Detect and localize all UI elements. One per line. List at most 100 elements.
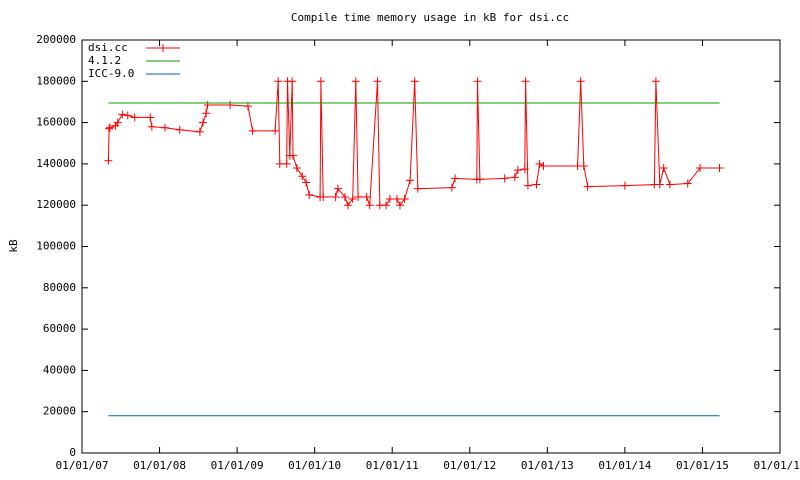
y-tick-label: 140000 xyxy=(36,157,76,170)
y-tick-label: 200000 xyxy=(36,33,76,46)
point-marker xyxy=(665,180,674,189)
point-marker xyxy=(348,195,357,204)
y-tick-label: 100000 xyxy=(36,240,76,253)
point-marker xyxy=(510,173,519,182)
x-tick-label: 01/01/10 xyxy=(288,459,341,472)
point-marker xyxy=(292,164,301,173)
point-marker xyxy=(413,184,422,193)
point-marker xyxy=(333,184,342,193)
point-marker xyxy=(362,192,371,201)
point-marker xyxy=(539,161,548,170)
point-marker xyxy=(298,172,307,181)
y-tick-label: 80000 xyxy=(43,281,76,294)
legend-label: dsi.cc xyxy=(88,41,128,54)
point-marker xyxy=(655,180,664,189)
point-marker xyxy=(316,77,325,86)
point-marker xyxy=(175,125,184,134)
point-marker xyxy=(319,192,328,201)
point-marker xyxy=(203,101,212,110)
point-marker xyxy=(202,109,211,118)
legend-marker xyxy=(159,44,167,52)
chart-title: Compile time memory usage in kB for dsi.… xyxy=(291,11,569,24)
point-marker xyxy=(620,181,629,190)
point-marker xyxy=(305,190,314,199)
point-marker xyxy=(275,159,284,168)
legend-label: ICC-9.0 xyxy=(88,67,134,80)
y-axis-label: kB xyxy=(7,239,20,253)
point-marker xyxy=(288,151,297,160)
point-marker xyxy=(451,174,460,183)
y-tick-label: 60000 xyxy=(43,322,76,335)
x-tick-label: 01/01/07 xyxy=(56,459,109,472)
point-marker xyxy=(248,126,257,135)
point-marker xyxy=(195,127,204,136)
x-tick-label: 01/01/08 xyxy=(133,459,186,472)
point-marker xyxy=(160,123,169,132)
x-tick-label: 01/01/11 xyxy=(366,459,419,472)
point-marker xyxy=(475,175,484,184)
point-marker xyxy=(532,180,541,189)
x-tick-label: 01/01/09 xyxy=(211,459,264,472)
point-marker xyxy=(373,77,382,86)
point-marker xyxy=(447,183,456,192)
point-marker xyxy=(395,201,404,210)
point-marker xyxy=(715,164,724,173)
point-marker xyxy=(576,77,585,86)
point-marker xyxy=(113,118,122,127)
point-marker xyxy=(406,176,415,185)
x-tick-label: 01/01/16 xyxy=(754,459,800,472)
point-marker xyxy=(104,156,113,165)
point-marker xyxy=(382,201,391,210)
y-tick-label: 120000 xyxy=(36,198,76,211)
point-marker xyxy=(288,77,297,86)
point-marker xyxy=(523,181,532,190)
y-tick-label: 40000 xyxy=(43,363,76,376)
point-marker xyxy=(400,195,409,204)
point-marker xyxy=(274,77,283,86)
point-marker xyxy=(340,192,349,201)
point-marker xyxy=(118,110,127,119)
point-marker xyxy=(651,77,660,86)
y-tick-label: 160000 xyxy=(36,116,76,129)
x-tick-label: 01/01/12 xyxy=(443,459,496,472)
point-marker xyxy=(696,164,705,173)
point-marker xyxy=(331,192,340,201)
point-marker xyxy=(473,77,482,86)
point-marker xyxy=(354,192,363,201)
point-marker xyxy=(302,178,311,187)
point-marker xyxy=(351,77,360,86)
x-tick-label: 01/01/14 xyxy=(598,459,651,472)
point-marker xyxy=(198,118,207,127)
point-marker xyxy=(500,174,509,183)
point-marker xyxy=(105,123,114,132)
point-marker xyxy=(513,166,522,175)
point-marker xyxy=(521,77,530,86)
point-marker xyxy=(583,182,592,191)
x-tick-label: 01/01/13 xyxy=(521,459,574,472)
point-marker xyxy=(659,164,668,173)
y-tick-label: 0 xyxy=(69,446,76,459)
point-marker xyxy=(271,126,280,135)
point-marker xyxy=(392,195,401,204)
point-marker xyxy=(146,113,155,122)
point-marker xyxy=(365,201,374,210)
point-marker xyxy=(520,165,529,174)
point-marker xyxy=(105,124,114,133)
point-marker xyxy=(410,77,419,86)
point-marker xyxy=(385,195,394,204)
point-marker xyxy=(282,159,291,168)
y-tick-label: 180000 xyxy=(36,74,76,87)
point-marker xyxy=(147,122,156,131)
x-tick-label: 01/01/15 xyxy=(676,459,729,472)
point-marker xyxy=(344,201,353,210)
y-tick-label: 20000 xyxy=(43,405,76,418)
legend-label: 4.1.2 xyxy=(88,54,121,67)
point-marker xyxy=(123,111,132,120)
point-marker xyxy=(130,113,139,122)
point-marker xyxy=(226,101,235,110)
point-marker xyxy=(535,159,544,168)
point-marker xyxy=(683,179,692,188)
point-marker xyxy=(579,161,588,170)
